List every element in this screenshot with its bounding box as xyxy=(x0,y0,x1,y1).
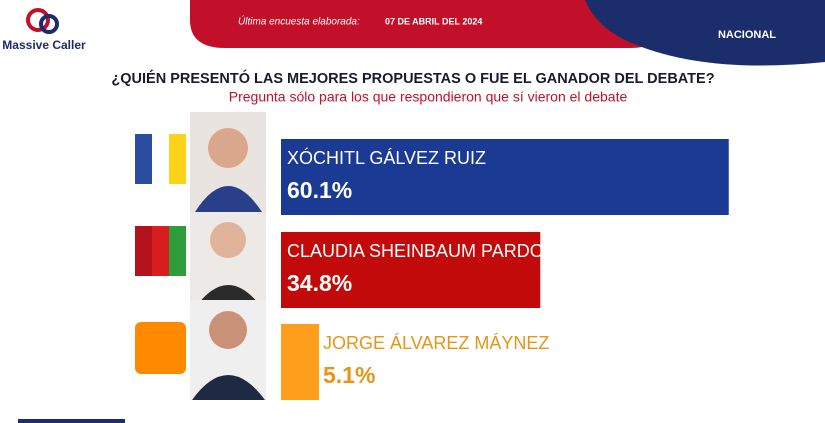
logo xyxy=(26,8,59,34)
bar xyxy=(281,324,319,400)
header-scope: NACIONAL xyxy=(718,29,776,41)
header-band xyxy=(190,0,665,48)
chart-title: ¿QUIÉN PRESENTÓ LAS MEJORES PROPUESTAS O… xyxy=(111,69,714,87)
value-label: 60.1% xyxy=(287,177,352,203)
header-label: Última encuesta elaborada: xyxy=(238,15,360,28)
category-label: XÓCHITL GÁLVEZ RUIZ xyxy=(287,147,486,168)
header-date: 07 DE ABRIL DEL 2024 xyxy=(385,16,482,26)
category-label: JORGE ÁLVAREZ MÁYNEZ xyxy=(323,333,549,353)
brand: Massive Caller xyxy=(2,38,86,52)
bar xyxy=(281,232,541,308)
header-corner xyxy=(585,0,825,66)
bar xyxy=(281,139,729,215)
chart-subtitle: Pregunta sólo para los que respondieron … xyxy=(229,89,628,105)
photos xyxy=(190,112,266,400)
party-logos xyxy=(135,134,186,374)
value-label: 5.1% xyxy=(323,362,375,388)
footer-bar xyxy=(18,419,125,423)
value-label: 34.8% xyxy=(287,270,352,296)
category-label: CLAUDIA SHEINBAUM PARDO xyxy=(287,241,544,261)
